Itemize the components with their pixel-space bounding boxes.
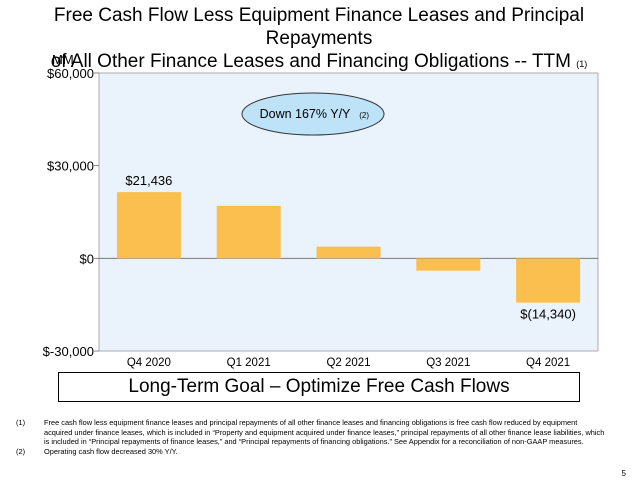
- x-tick-label: Q4 2021: [526, 357, 570, 369]
- chart-title: Free Cash Flow Less Equipment Finance Le…: [0, 4, 638, 76]
- x-tick-label: Q1 2021: [227, 357, 271, 369]
- bar-chart: $60,000 $30,000 $0 $-30,000 MM Q4 2020 $21,436…: [43, 52, 599, 369]
- footnote-text: Operating cash flow decreased 30% Y/Y.: [44, 446, 178, 456]
- bar: [516, 258, 581, 303]
- bar: [416, 258, 481, 271]
- annotation-footnote-ref: (2): [359, 111, 369, 120]
- y-tick-label: $0: [80, 251, 94, 266]
- footnote-2: (2) Operating cash flow decreased 30% Y/…: [16, 447, 606, 457]
- y-tick-label: $30,000: [47, 159, 94, 174]
- data-label: $(14,340): [520, 307, 576, 322]
- footnotes: (1) Free cash flow less equipment financ…: [16, 418, 606, 456]
- title-footnote-ref: (1): [576, 59, 588, 69]
- x-tick-label: Q4 2020: [127, 357, 171, 369]
- bar: [316, 246, 381, 259]
- footnote-text: Free cash flow less equipment finance le…: [44, 418, 605, 447]
- title-line-1: Free Cash Flow Less Equipment Finance Le…: [53, 5, 585, 49]
- bar: [216, 205, 281, 259]
- page-number: 5: [621, 469, 626, 478]
- data-label: $21,436: [125, 173, 172, 188]
- annotation-text: Down 167% Y/Y: [260, 107, 351, 121]
- bar: [116, 192, 181, 259]
- title-line-2: of All Other Finance Leases and Financin…: [0, 50, 638, 76]
- y-tick-label: $60,000: [47, 66, 94, 81]
- y-tick-label: $-30,000: [43, 344, 94, 359]
- goal-banner: Long-Term Goal – Optimize Free Cash Flow…: [58, 372, 580, 402]
- annotation-bubble: [241, 92, 385, 136]
- x-tick-label: Q3 2021: [426, 357, 470, 369]
- footnote-number: (2): [16, 446, 26, 456]
- x-tick-label: Q2 2021: [326, 357, 370, 369]
- footnote-number: (1): [16, 418, 26, 427]
- y-unit-label: MM: [52, 52, 74, 67]
- title-line-2-text: of All Other Finance Leases and Financin…: [50, 51, 571, 72]
- goal-text: Long-Term Goal – Optimize Free Cash Flow…: [128, 376, 510, 397]
- footnote-1: (1) Free cash flow less equipment financ…: [16, 418, 606, 447]
